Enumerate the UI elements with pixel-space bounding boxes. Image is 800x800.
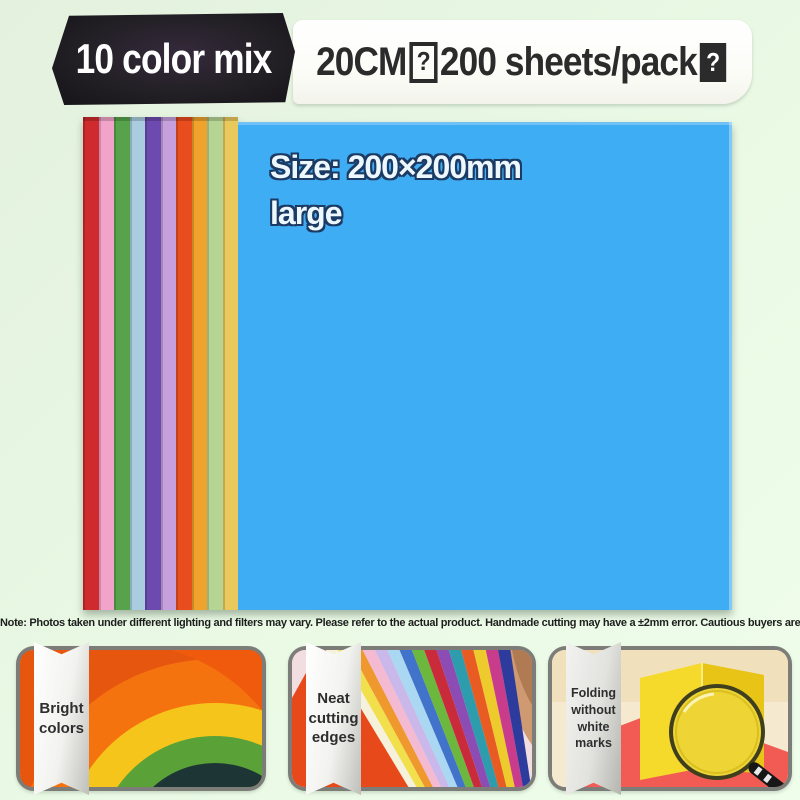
size-pack-badge: 20CM ? 200 sheets/pack ? <box>293 20 752 104</box>
paper-edge-stripe <box>160 117 176 610</box>
size-pack-label: 20CM ? 200 sheets/pack ? <box>316 40 728 85</box>
sheet-label: Size: 200×200mm large <box>270 144 522 237</box>
paper-edge-stripe <box>98 117 114 610</box>
missing-glyph-icon: ? <box>699 42 727 82</box>
paper-edge-stripe <box>176 117 192 610</box>
folding-photo <box>552 650 788 787</box>
paper-edge-stripe <box>191 117 207 610</box>
feature-panel-neat-edges: Neat cutting edges <box>288 642 536 795</box>
paper-edge-stripe <box>222 117 238 610</box>
paper-edge-stripe <box>145 117 161 610</box>
paper-edge-stripe <box>83 117 99 610</box>
folded-paper-illustration <box>552 650 788 787</box>
paper-stack-image: Size: 200×200mm large <box>83 117 732 610</box>
large-label: large <box>270 195 342 232</box>
feature-label: Bright colors <box>38 700 84 737</box>
paper-edge-stripes <box>83 117 238 610</box>
disclaimer-note: Note: Photos taken under different light… <box>0 617 800 629</box>
missing-glyph-icon: ? <box>409 41 438 83</box>
feature-label: Neat cutting edges <box>308 690 359 747</box>
feature-panel-folding: Folding without white marks <box>548 642 792 795</box>
feature-ribbon: Neat cutting edges <box>306 642 361 795</box>
feature-ribbon: Bright colors <box>34 642 89 795</box>
paper-edge-stripe <box>129 117 145 610</box>
size-text: 20CM <box>316 39 407 84</box>
feature-label: Folding without white marks <box>570 685 617 751</box>
color-mix-badge: 10 color mix <box>52 13 295 105</box>
feature-panel-bright-colors: Bright colors <box>16 642 266 795</box>
top-sheet: Size: 200×200mm large <box>238 122 732 610</box>
magnifier-icon <box>669 684 788 787</box>
feature-ribbon: Folding without white marks <box>566 642 621 795</box>
paper-edge-stripe <box>114 117 130 610</box>
size-label: Size: 200×200mm <box>270 149 522 185</box>
color-mix-label: 10 color mix <box>75 35 273 82</box>
paper-edge-stripe <box>207 117 223 610</box>
pack-text: 200 sheets/pack <box>440 39 698 84</box>
